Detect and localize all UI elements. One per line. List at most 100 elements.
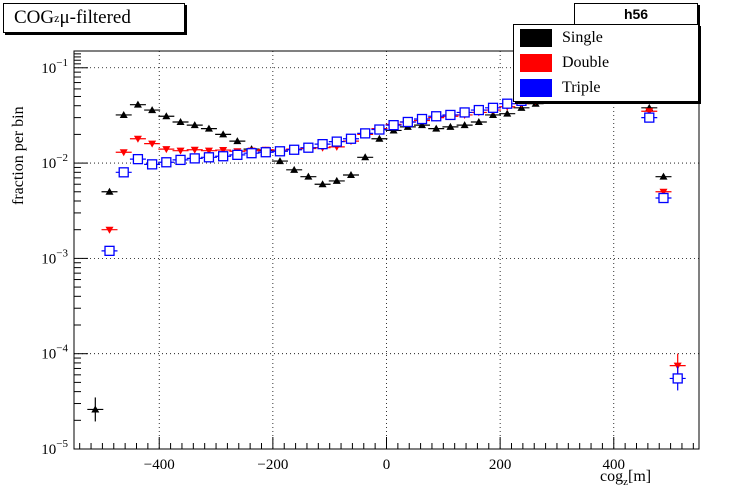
legend-entry-double: Double xyxy=(520,53,609,73)
marker xyxy=(303,142,314,153)
marker xyxy=(104,245,115,256)
data-point-single xyxy=(342,170,359,178)
data-point-single xyxy=(456,121,473,129)
legend-label: Double xyxy=(562,54,610,71)
marker xyxy=(162,146,171,154)
title-main: COG xyxy=(14,7,55,28)
marker xyxy=(161,157,172,168)
data-point-triple xyxy=(144,159,161,170)
marker xyxy=(118,167,129,178)
marker xyxy=(673,362,682,370)
data-point-triple xyxy=(371,124,388,135)
data-point-double xyxy=(129,135,146,143)
marker xyxy=(402,116,413,128)
data-point-double xyxy=(200,147,217,155)
title-sub: z xyxy=(54,10,60,25)
data-point-single xyxy=(186,121,203,129)
legend-label: Triple xyxy=(562,79,601,96)
data-point-triple xyxy=(470,104,487,116)
y-tick-label: 10−3 xyxy=(41,247,68,267)
marker xyxy=(388,120,399,131)
x-tick-label: 200 xyxy=(489,457,512,473)
data-point-triple xyxy=(158,157,175,168)
marker xyxy=(304,172,313,180)
data-point-single xyxy=(371,134,388,142)
x-tick-label: −400 xyxy=(144,457,175,473)
marker xyxy=(489,110,498,118)
marker xyxy=(132,153,144,165)
marker xyxy=(460,121,469,129)
marker xyxy=(345,133,357,144)
data-point-double xyxy=(144,140,161,148)
x-axis-label: cogz[m] xyxy=(600,468,651,488)
data-point-single xyxy=(357,153,374,161)
data-point-double xyxy=(172,147,189,155)
marker xyxy=(189,153,200,164)
data-point-triple xyxy=(357,128,374,139)
data-point-double xyxy=(186,146,203,154)
marker xyxy=(204,147,213,155)
data-point-single xyxy=(271,157,288,165)
data-point-triple xyxy=(328,136,345,147)
data-point-triple xyxy=(172,154,189,166)
legend-entry-triple: Triple xyxy=(520,78,601,98)
marker xyxy=(176,117,185,125)
marker xyxy=(318,180,327,188)
y-tick-label: 10−5 xyxy=(41,438,68,458)
marker xyxy=(487,102,499,113)
data-point-single xyxy=(172,117,189,125)
marker xyxy=(317,139,328,150)
marker xyxy=(148,140,157,148)
marker xyxy=(203,152,215,163)
marker xyxy=(219,130,228,138)
stats-name: h56 xyxy=(575,4,697,25)
legend-swatch xyxy=(520,29,552,47)
data-point-triple xyxy=(271,146,288,157)
marker xyxy=(374,124,385,135)
xlabel-rest: [m] xyxy=(628,468,652,485)
data-point-single xyxy=(286,165,303,173)
marker xyxy=(431,111,442,122)
marker xyxy=(360,128,371,139)
marker xyxy=(459,107,470,118)
data-point-single xyxy=(470,117,487,125)
legend: Single Double Triple xyxy=(513,24,699,102)
x-tick-label: 0 xyxy=(383,457,391,473)
grid-lines xyxy=(74,51,699,449)
data-point-single xyxy=(328,176,345,184)
marker xyxy=(332,176,341,184)
marker xyxy=(274,146,286,157)
marker xyxy=(645,108,654,116)
data-point-triple xyxy=(641,112,658,123)
marker xyxy=(190,121,199,129)
title-rest: μ-filtered xyxy=(59,7,131,28)
y-tick-label: 10−4 xyxy=(41,343,68,363)
data-point-single xyxy=(485,110,502,118)
data-point-triple xyxy=(200,152,217,163)
marker xyxy=(361,153,370,161)
data-point-single xyxy=(215,130,232,138)
data-point-double xyxy=(158,146,175,154)
marker xyxy=(672,373,683,384)
x-tick-label: 400 xyxy=(603,457,626,473)
data-point-triple xyxy=(342,133,359,144)
data-point-triple xyxy=(485,102,502,113)
data-point-triple xyxy=(456,107,473,118)
data-point-single xyxy=(314,180,331,188)
data-point-single xyxy=(300,172,317,180)
marker xyxy=(275,157,284,165)
data-point-single xyxy=(442,122,459,130)
marker xyxy=(659,172,668,180)
marker xyxy=(105,226,114,234)
data-point-triple xyxy=(229,149,246,161)
marker xyxy=(416,113,428,125)
marker xyxy=(289,144,300,155)
marker xyxy=(260,147,271,158)
xlabel-sub: z xyxy=(623,476,628,489)
marker xyxy=(346,170,355,178)
marker xyxy=(176,147,185,155)
data-point-triple xyxy=(399,116,416,128)
marker xyxy=(246,148,257,159)
marker xyxy=(148,106,157,114)
data-point-single xyxy=(115,110,132,118)
